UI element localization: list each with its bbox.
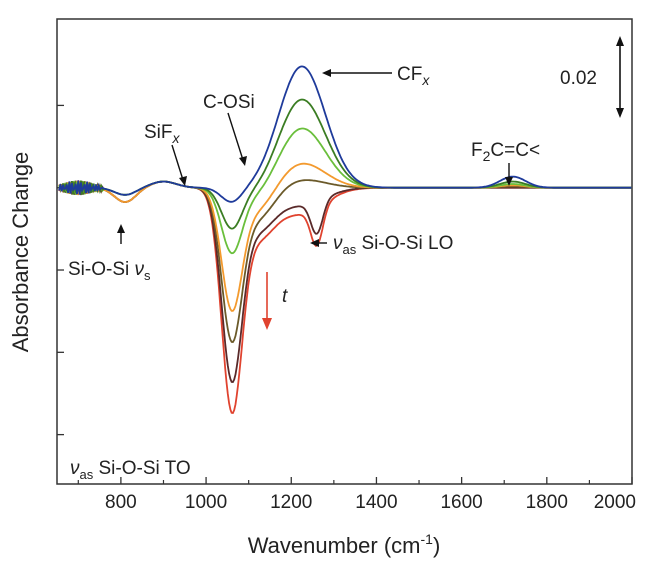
series-line [58, 98, 632, 230]
annotation-sifx: SiFx [144, 122, 181, 146]
x-tick-label: 800 [105, 492, 137, 513]
x-tick-label: 1800 [526, 492, 568, 513]
series-line [58, 65, 632, 203]
time-arrow: t [262, 272, 288, 330]
x-tick-label: 1200 [270, 492, 312, 513]
x-tick-label: 2000 [594, 492, 636, 513]
axis-ticks [57, 104, 633, 484]
x-tick-label: 1400 [355, 492, 397, 513]
series-line [58, 179, 632, 343]
y-axis-title: Absorbance Change [8, 152, 33, 353]
series-layer [58, 65, 632, 414]
scale-bar-arrow-up [616, 36, 624, 46]
scale-bar-arrow-down [616, 108, 624, 118]
x-tick-label: 1600 [440, 492, 482, 513]
annotation-lo: νas Si-O-Si LO [333, 233, 453, 257]
x-axis-title: Wavenumber (cm-1) [248, 531, 441, 558]
scale-bar-label: 0.02 [560, 68, 597, 89]
plot-frame [56, 18, 633, 485]
annotation-c-osi: C-OSi [203, 92, 255, 113]
annotation-siosi-s: Si-O-Si νs [68, 259, 151, 283]
series-line [58, 180, 632, 414]
annotation-arrows [117, 69, 513, 247]
x-tick-labels: 800 1000 1200 1400 1600 1800 2000 [105, 492, 636, 513]
annotation-to: νas Si-O-Si TO [70, 458, 191, 482]
scale-bar: 0.02 [560, 36, 624, 118]
x-tick-label: 1000 [185, 492, 227, 513]
annotation-cfx: CFx [397, 64, 430, 88]
annotation-f2c: F2C=C< [471, 140, 540, 164]
time-arrow-label: t [282, 286, 288, 307]
